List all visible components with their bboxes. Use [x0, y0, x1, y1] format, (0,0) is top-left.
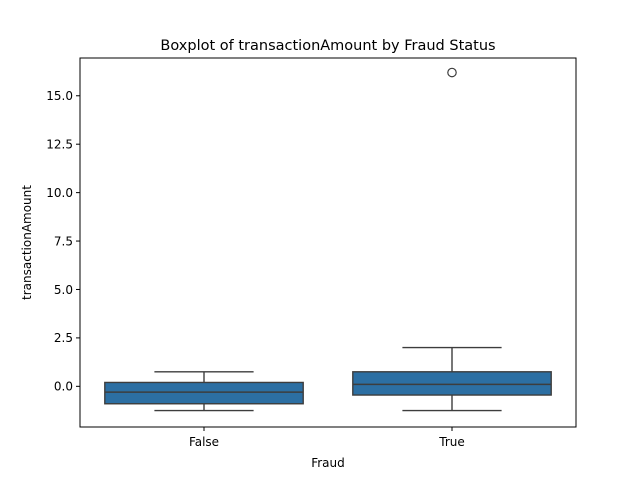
y-axis-ticks: 0.0 2.5 5.0 7.5 10.0 12.5 15.0: [46, 89, 80, 394]
y-tick-label: 7.5: [54, 234, 73, 248]
y-tick-label: 5.0: [54, 283, 73, 297]
y-axis-label: transactionAmount: [20, 185, 34, 300]
plot-frame: [79, 57, 577, 428]
box-false: [104, 381, 304, 405]
chart-title: Boxplot of transactionAmount by Fraud St…: [160, 38, 495, 54]
plot-area: [104, 67, 552, 412]
y-tick-label: 0.0: [54, 380, 73, 394]
x-tick-label: True: [438, 435, 465, 449]
y-tick-label: 10.0: [46, 186, 73, 200]
x-axis-label: Fraud: [311, 456, 345, 470]
x-tick-label: False: [189, 435, 219, 449]
y-tick-label: 15.0: [46, 89, 73, 103]
outlier-point-true-0: [447, 67, 457, 78]
y-tick-label: 12.5: [46, 137, 73, 151]
box-true: [352, 371, 552, 396]
y-tick-label: 2.5: [54, 331, 73, 345]
x-axis-ticks: False True: [189, 427, 465, 449]
